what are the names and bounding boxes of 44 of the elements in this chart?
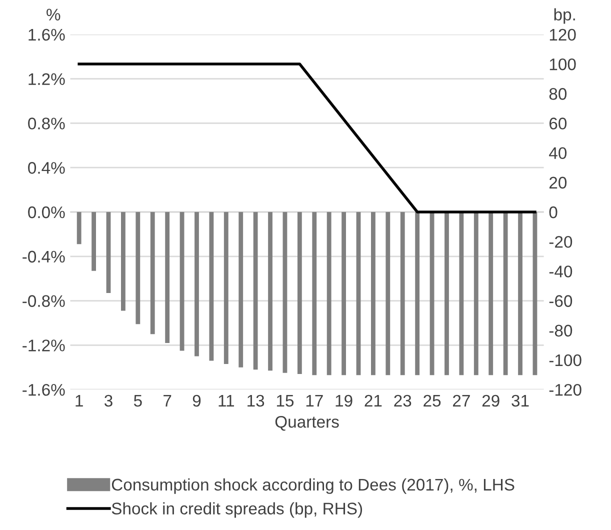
y2-tick-label: 0 (549, 206, 558, 218)
y-tick-label: -0.8% (22, 295, 65, 307)
x-tick-label: 13 (248, 394, 264, 407)
y2-tick-label: -20 (549, 236, 572, 248)
y2-tick-label: -60 (549, 295, 572, 307)
legend-label: Consumption shock according to Dees (2017), %, LHS (112, 478, 514, 494)
x-tick-label: 19 (336, 394, 352, 407)
y-tick-label: -0.4% (22, 250, 65, 263)
y2-tick-label: -40 (549, 266, 572, 278)
y-tick-label: 0.8% (28, 118, 65, 130)
x-tick-label: 31 (512, 394, 529, 407)
x-tick-label: 23 (394, 394, 412, 407)
x-tick-label: 25 (424, 394, 441, 407)
y-tick-label: 1.2% (28, 73, 65, 85)
y2-tick-label: -100 (549, 354, 582, 366)
x-tick-label: 21 (364, 394, 382, 406)
x-tick-label: 11 (218, 395, 234, 406)
x-tick-label: 27 (453, 394, 470, 406)
y-tick-label: 0.0% (28, 206, 65, 218)
y-axis-title: % (46, 8, 60, 20)
y2-tick-label: 80 (549, 88, 567, 100)
y2-tick-label: -80 (549, 324, 572, 337)
x-tick-label: 17 (306, 395, 323, 406)
x-tick-label: 1 (76, 395, 83, 406)
y2-tick-label: 120 (550, 28, 576, 41)
x-tick-label: 29 (482, 394, 500, 407)
y2-tick-label: 40 (549, 147, 567, 160)
y-tick-label: -1.6% (22, 384, 65, 396)
x-tick-label: 3 (104, 394, 112, 407)
x-tick-label: 5 (134, 395, 142, 407)
y2-tick-label: 100 (550, 58, 576, 70)
y2-tick-label: -120 (549, 384, 582, 396)
x-tick-label: 15 (276, 395, 294, 407)
x-tick-label: 7 (164, 395, 172, 406)
y-tick-label: 1.6% (28, 28, 65, 41)
x-axis-title: Quarters (275, 416, 339, 431)
y-tick-label: 0.4% (28, 162, 65, 174)
y2-tick-label: 20 (549, 176, 567, 189)
line-series (78, 62, 536, 214)
y-tick-label: -1.2% (22, 340, 65, 352)
legend-label: Shock in credit spreads (bp, RHS) (112, 502, 362, 518)
x-tick-label: 9 (192, 394, 201, 407)
y2-tick-label: 60 (549, 118, 567, 130)
y2-axis-title: bp. (554, 8, 575, 24)
